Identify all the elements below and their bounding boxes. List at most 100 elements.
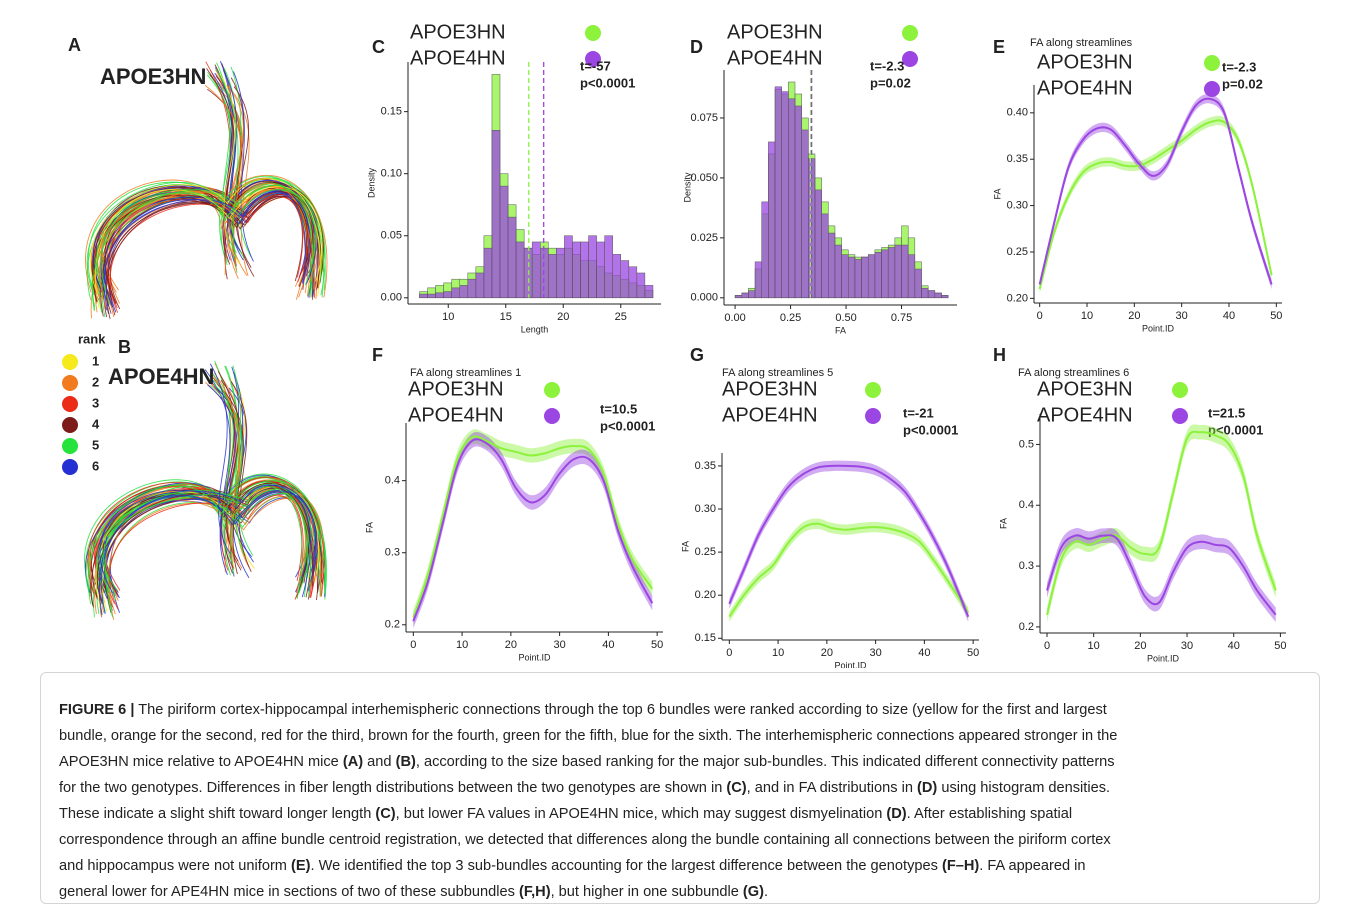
histogram-bar — [451, 287, 461, 299]
tract — [100, 189, 318, 307]
y-tick-label: 0.2 — [1019, 621, 1034, 633]
histogram-bar — [644, 285, 654, 299]
y-axis-label: FA — [992, 188, 1002, 199]
histogram-bar — [572, 241, 581, 299]
chart-title: FA along streamlines — [1030, 37, 1133, 49]
x-tick-label: 30 — [1181, 640, 1193, 652]
x-tick-label: 50 — [1270, 310, 1282, 322]
x-tick-label: 10 — [442, 311, 454, 323]
histogram-bar — [483, 247, 493, 299]
histogram-bar — [881, 249, 889, 299]
tract — [96, 481, 311, 598]
tract — [217, 383, 244, 575]
x-tick-label: 0 — [410, 639, 416, 651]
y-tick-label: 0.35 — [1007, 153, 1028, 165]
y-axis-label: FA — [998, 518, 1008, 529]
confidence-band — [1039, 115, 1272, 294]
histogram-bar — [596, 241, 605, 299]
x-axis-label: Point.ID — [1142, 323, 1175, 333]
tract — [222, 69, 244, 261]
caption-line: bundle, orange for the second, red for t… — [59, 723, 1319, 749]
annotation: p<0.0001 — [1208, 422, 1263, 437]
y-tick-label: 0.20 — [1007, 292, 1028, 304]
caption-text: , according to the size based ranking fo… — [415, 754, 1115, 770]
x-tick-label: 0 — [1044, 640, 1050, 652]
histogram-bar — [588, 235, 597, 299]
histogram-bar — [507, 216, 517, 299]
legend-label: APOE4HN — [722, 404, 818, 426]
histogram-bar — [761, 201, 769, 299]
annotation: t=21.5 — [1208, 405, 1245, 420]
tract — [213, 378, 241, 570]
x-axis-label: Point.ID — [834, 660, 867, 668]
x-axis-label: FA — [835, 325, 846, 335]
histogram-bar — [794, 105, 802, 299]
tract — [209, 74, 234, 265]
confidence-band — [729, 518, 969, 622]
rank-swatch — [62, 459, 78, 475]
caption-bold: FIGURE 6 | — [59, 702, 135, 718]
y-tick-label: 0.5 — [1019, 438, 1034, 450]
chart-title: FA along streamlines 6 — [1018, 367, 1129, 379]
legend-label: APOE4HN — [408, 404, 504, 426]
y-tick-label: 0.05 — [381, 230, 402, 242]
caption-line: for the two genotypes. Differences in fi… — [59, 775, 1319, 801]
histogram-bar — [774, 86, 782, 299]
confidence-band — [1039, 93, 1272, 290]
rank-legend-title: rank — [78, 331, 106, 346]
histogram-bar — [515, 241, 525, 299]
y-tick-label: 0.10 — [381, 168, 402, 180]
x-tick-label: 0.75 — [891, 312, 912, 324]
histogram-bar — [841, 254, 849, 299]
y-tick-label: 0.3 — [385, 547, 400, 559]
rank-swatch — [62, 438, 78, 454]
x-axis-label: Point.ID — [518, 652, 551, 662]
caption-line: These indicate a slight shift toward lon… — [59, 801, 1319, 827]
legend-swatch — [902, 25, 918, 41]
legend-swatch — [585, 51, 601, 67]
legend-swatch — [544, 382, 560, 398]
rank-label: 6 — [92, 458, 99, 473]
histogram-bar — [467, 278, 477, 299]
histogram-bar — [834, 244, 842, 299]
x-tick-label: 0.25 — [780, 312, 801, 324]
histogram-bar — [741, 292, 749, 299]
histogram-bar — [580, 241, 589, 299]
histogram-bar — [941, 295, 949, 299]
histogram-bar — [604, 235, 613, 299]
histogram-bar — [636, 272, 646, 299]
legend-swatch — [1172, 408, 1188, 424]
chart-title: FA along streamlines 5 — [722, 367, 833, 379]
caption-text: for the two genotypes. Differences in fi… — [59, 780, 727, 796]
legend-swatch — [1204, 55, 1220, 71]
y-tick-label: 0.025 — [690, 232, 718, 244]
histogram-bar — [808, 158, 816, 299]
legend-label: APOE4HN — [1037, 77, 1133, 99]
caption-text: . We identified the top 3 sub-bundles ac… — [310, 858, 942, 874]
histogram-bar — [459, 285, 469, 299]
legend-label: APOE3HN — [1037, 378, 1133, 400]
legend-swatch — [585, 25, 601, 41]
line — [728, 522, 970, 618]
histogram-bar — [788, 98, 796, 299]
tract — [230, 381, 252, 572]
caption-bold: (G) — [742, 884, 764, 900]
line — [1038, 97, 1273, 285]
caption-text: These indicate a slight shift toward lon… — [59, 806, 376, 822]
tract — [101, 491, 316, 615]
caption-bold: (C) — [726, 780, 747, 796]
y-axis-label: Density — [366, 167, 376, 198]
histogram-bar — [927, 290, 936, 299]
x-axis-label: Point.ID — [1147, 653, 1180, 663]
line — [1046, 430, 1277, 615]
rank-label: 2 — [92, 374, 99, 389]
legend-label: APOE4HN — [727, 47, 823, 69]
x-tick-label: 20 — [557, 311, 569, 323]
panel-letter: A — [68, 35, 81, 55]
caption-text: general lower for APE4HN mice in section… — [59, 884, 519, 900]
x-tick-label: 30 — [1176, 310, 1188, 322]
y-tick-label: 0.075 — [690, 112, 718, 124]
histogram-bar — [848, 256, 856, 299]
annotation: t=-2.3 — [1222, 59, 1256, 74]
